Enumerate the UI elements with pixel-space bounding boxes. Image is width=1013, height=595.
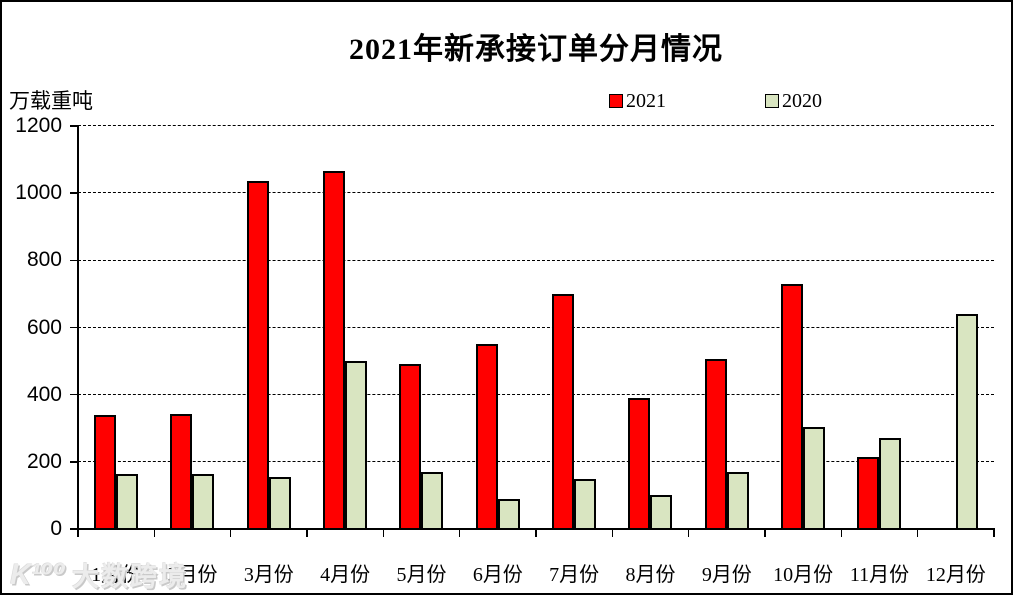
x-axis-label-5: 5月份 [396,564,447,586]
bar-2020-month-7 [574,478,596,530]
x-axis-tick-5 [458,530,461,537]
bar-2021-month-2 [170,413,193,530]
x-axis-tick-4 [382,530,385,537]
bar-2020-month-4 [345,361,367,530]
x-axis-label-10: 10月份 [773,564,834,586]
x-axis-label-3: 3月份 [243,564,294,586]
gridline-1000 [78,192,994,194]
y-tick-label-400: 400 [26,382,62,406]
bar-2021-month-1 [94,414,116,530]
legend-item-2021: 2021 [609,91,666,111]
gridline-800 [78,259,994,261]
y-tick-mark-200 [70,461,78,463]
x-axis-label-12: 12月份 [925,564,986,586]
legend-label-2020: 2020 [782,90,822,112]
x-axis-tick-8 [687,530,690,537]
x-axis-label-11: 11月份 [849,564,910,586]
x-axis-label-8: 8月份 [625,564,676,586]
bar-2020-month-10 [803,426,825,530]
x-axis-line [77,528,995,530]
bar-2021-month-10 [781,283,803,530]
legend-swatch-2020 [765,94,779,108]
bar-2021-month-11 [857,456,880,530]
watermark-text: 大数跨境 [72,562,189,592]
x-axis-tick-6 [535,530,537,537]
gridline-1200 [78,125,994,127]
y-tick-mark-600 [70,326,78,329]
x-axis-tick-2 [229,530,232,537]
legend-label-2021: 2021 [626,90,666,112]
y-tick-label-200: 200 [26,449,62,473]
bar-2020-month-8 [650,495,673,530]
legend-swatch-2021 [609,94,623,108]
x-axis-tick-7 [611,530,614,537]
y-axis-unit-label: 万载重吨 [9,89,93,113]
x-axis-label-9: 9月份 [701,564,752,586]
y-tick-mark-1200 [70,125,78,127]
bar-2021-month-8 [628,398,651,530]
bar-2021-month-3 [246,181,269,530]
y-tick-label-1000: 1000 [15,181,62,205]
x-axis-tick-0 [77,530,79,537]
gridline-400 [78,393,994,395]
bar-2020-month-5 [421,471,444,530]
y-tick-mark-400 [70,393,78,396]
y-tick-mark-800 [70,259,78,262]
chart-title: 2021年新承接订单分月情况 [349,33,723,66]
bar-2021-month-5 [399,364,422,530]
bar-2021-month-4 [323,171,345,530]
bar-2020-month-11 [879,438,902,530]
y-tick-label-600: 600 [26,315,62,339]
bar-2020-month-2 [192,473,215,530]
gridline-200 [78,461,994,463]
x-axis-tick-12 [993,530,995,537]
bar-2020-month-12 [955,314,978,530]
x-axis-tick-10 [840,530,843,537]
y-tick-label-0: 0 [50,517,62,540]
x-axis-label-2: 2月份 [167,564,218,586]
x-axis-tick-1 [153,530,156,537]
legend-item-2020: 2020 [765,91,822,111]
gridline-600 [78,326,994,328]
x-axis-label-1: 1月份 [91,564,142,586]
x-axis-label-4: 4月份 [320,564,371,586]
y-tick-mark-0 [70,528,78,530]
y-tick-label-800: 800 [26,248,62,272]
x-axis-label-7: 7月份 [549,564,600,586]
bar-2021-month-9 [704,359,727,530]
x-axis-tick-9 [764,530,766,537]
y-tick-label-1200: 1200 [15,114,62,137]
watermark: K¹⁰⁰ 大数跨境 [10,555,189,593]
k100-logo-icon: K¹⁰⁰ [10,559,67,591]
y-tick-mark-1000 [70,192,78,194]
bar-2020-month-3 [268,476,291,530]
bar-2020-month-1 [116,473,138,530]
x-axis-tick-11 [916,530,919,537]
bar-2021-month-6 [475,344,498,530]
bar-2020-month-6 [497,498,520,530]
bar-2021-month-7 [552,293,574,530]
x-axis-tick-3 [306,530,308,537]
x-axis-label-6: 6月份 [472,564,523,586]
y-axis-line [77,126,79,532]
bar-2020-month-9 [726,471,749,530]
